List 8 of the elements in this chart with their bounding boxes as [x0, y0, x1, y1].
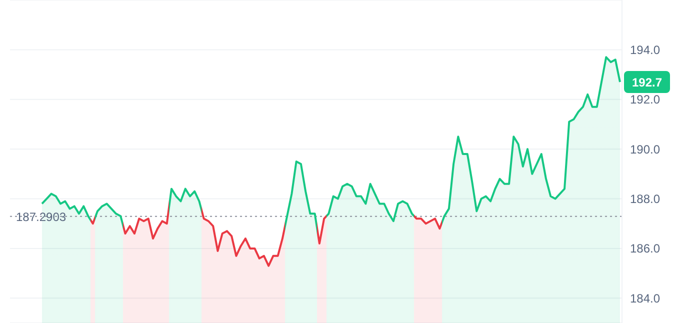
y-tick-label: 192.0 [630, 92, 660, 107]
ref-line-label: 187.2903 [16, 210, 66, 224]
y-tick-label: 190.0 [630, 142, 660, 156]
y-tick-label: 184.0 [630, 291, 660, 306]
y-tick-label: 194.0 [630, 42, 660, 57]
text: 192.7 [632, 75, 662, 90]
y-tick-label: 186.0 [630, 242, 660, 256]
y-tick-label: 188.0 [630, 192, 660, 206]
